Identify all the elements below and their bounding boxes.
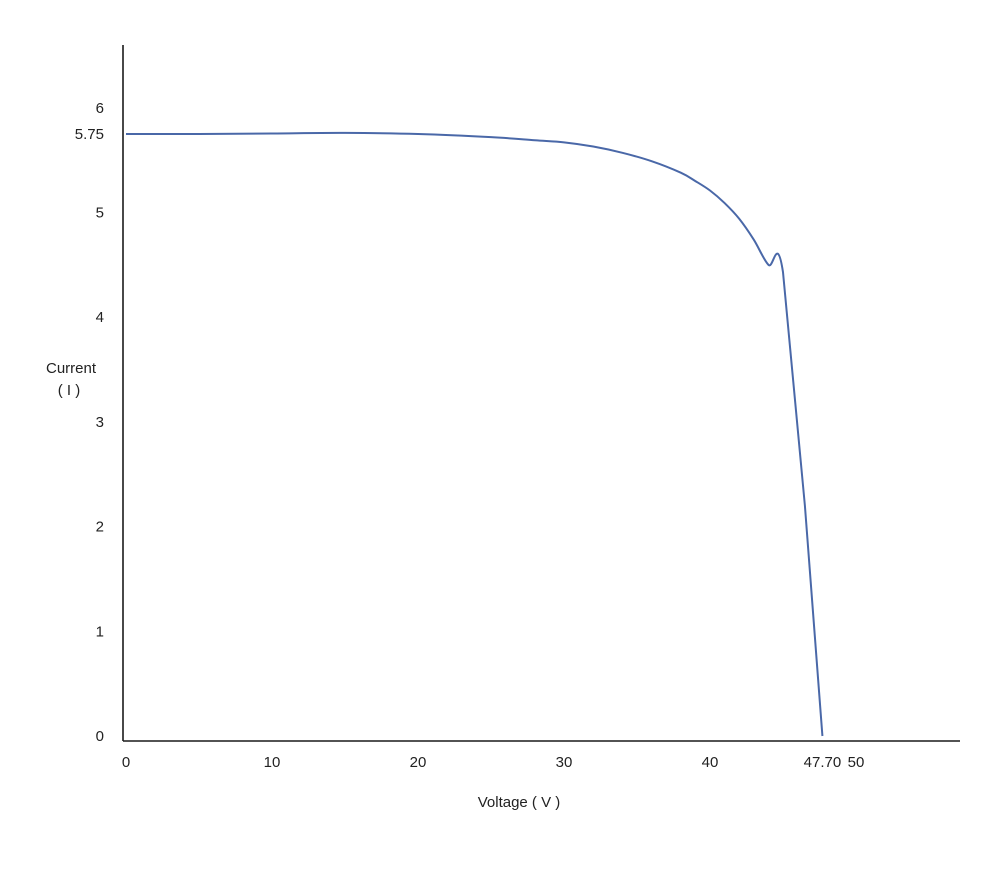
- y-tick-label: 3: [96, 414, 104, 431]
- y-tick-label: 2: [96, 519, 104, 536]
- x-tick-label: 47.70: [804, 754, 842, 771]
- y-tick-label: 5.75: [75, 126, 104, 143]
- series-layer: [125, 131, 824, 737]
- x-tick-label: 20: [410, 754, 427, 771]
- y-axis-title: Current: [46, 360, 97, 377]
- y-axis-title-symbol: ( I ): [58, 382, 81, 399]
- y-tick-label: 0: [96, 728, 104, 745]
- x-tick-label: 30: [556, 754, 573, 771]
- tick-labels: 0 10 20 30 40 47.70 50 0 1 2 3 4 5 5.75 6: [75, 100, 865, 771]
- axes: [122, 45, 960, 742]
- x-tick-label: 50: [848, 754, 865, 771]
- x-tick-label: 0: [122, 754, 130, 771]
- x-axis-title: Voltage ( V ): [478, 794, 561, 811]
- x-tick-label: 40: [702, 754, 719, 771]
- y-tick-label: 6: [96, 100, 104, 117]
- y-tick-label: 4: [96, 309, 104, 326]
- y-tick-label: 5: [96, 205, 104, 222]
- x-tick-label: 10: [264, 754, 281, 771]
- iv-curve-line: [125, 131, 824, 737]
- y-tick-label: 1: [96, 623, 104, 640]
